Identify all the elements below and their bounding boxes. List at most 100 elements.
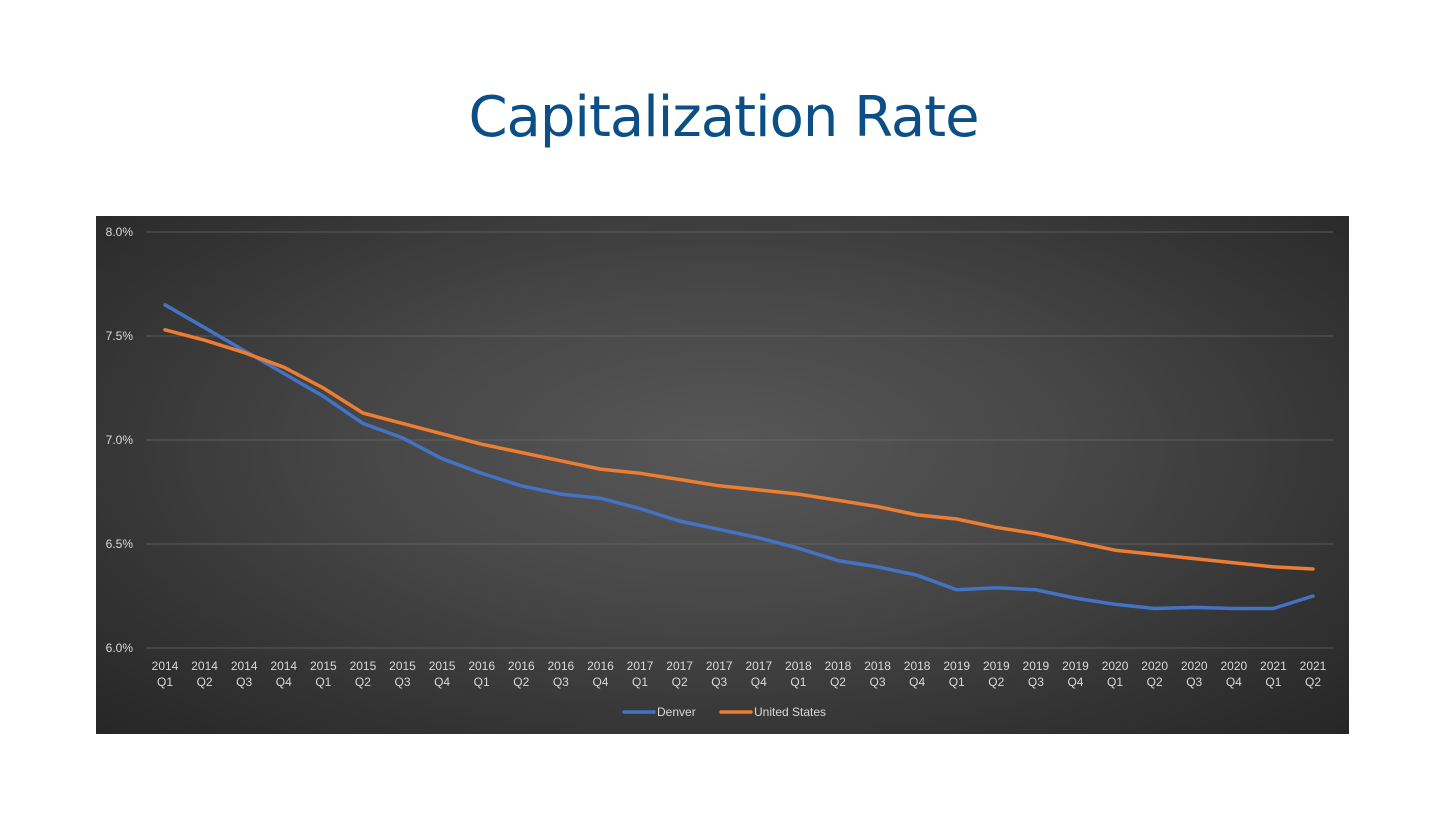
x-tick-year: 2018 (825, 659, 852, 673)
x-tick-quarter: Q1 (474, 675, 490, 689)
x-tick-year: 2018 (904, 659, 931, 673)
x-tick-quarter: Q3 (711, 675, 727, 689)
data-point (876, 505, 879, 508)
data-point (639, 472, 642, 475)
data-point (995, 526, 998, 529)
x-tick-quarter: Q2 (672, 675, 688, 689)
y-axis-ticks: 6.0% 6.5% 7.0% 7.5% 8.0% (106, 225, 134, 655)
data-point (876, 565, 879, 568)
data-point (916, 513, 919, 516)
x-tick-year: 2017 (706, 659, 733, 673)
x-tick-year: 2014 (152, 659, 179, 673)
x-tick-year: 2014 (270, 659, 297, 673)
x-tick-year: 2020 (1181, 659, 1208, 673)
data-point (480, 443, 483, 446)
x-tick-quarter: Q2 (830, 675, 846, 689)
data-point (401, 436, 404, 439)
data-point (757, 488, 760, 491)
data-point (282, 366, 285, 369)
data-point (441, 432, 444, 435)
x-tick-year: 2016 (508, 659, 535, 673)
data-point (1272, 607, 1275, 610)
data-point (1074, 597, 1077, 600)
data-point (718, 484, 721, 487)
x-tick-quarter: Q1 (1107, 675, 1123, 689)
series-line-denver (163, 303, 1315, 611)
x-tick-year: 2017 (627, 659, 654, 673)
x-tick-quarter: Q4 (276, 675, 292, 689)
data-point (1232, 561, 1235, 564)
data-point (203, 326, 206, 329)
x-tick-year: 2019 (943, 659, 970, 673)
x-tick-year: 2019 (1023, 659, 1050, 673)
x-tick-quarter: Q2 (1305, 675, 1321, 689)
series-line-united-states (163, 328, 1315, 571)
x-tick-quarter: Q1 (315, 675, 331, 689)
data-point (1193, 557, 1196, 560)
x-tick-quarter: Q3 (236, 675, 252, 689)
x-tick-quarter: Q2 (513, 675, 529, 689)
x-tick-year: 2016 (587, 659, 614, 673)
legend: Denver United States (622, 705, 826, 719)
data-point (361, 411, 364, 414)
data-point (1312, 595, 1315, 598)
x-tick-quarter: Q4 (751, 675, 767, 689)
legend-label: Denver (657, 705, 696, 719)
data-point (1272, 565, 1275, 568)
line-chart: 6.0% 6.5% 7.0% 7.5% 8.0% 2014 Q1 2014 Q2 2014 Q3 2… (96, 216, 1349, 734)
data-point (836, 559, 839, 562)
data-point (718, 528, 721, 531)
data-point (995, 586, 998, 589)
x-tick-quarter: Q3 (553, 675, 569, 689)
data-point (243, 351, 246, 354)
data-point (480, 472, 483, 475)
data-point (559, 459, 562, 462)
data-point (1074, 540, 1077, 543)
data-point (322, 387, 325, 390)
x-tick-quarter: Q3 (1028, 675, 1044, 689)
x-tick-year: 2018 (785, 659, 812, 673)
gridlines (146, 231, 1333, 649)
data-point (1034, 588, 1037, 591)
data-point (757, 536, 760, 539)
x-tick-quarter: Q4 (909, 675, 925, 689)
x-tick-quarter: Q2 (988, 675, 1004, 689)
data-point (401, 422, 404, 425)
x-tick-year: 2020 (1102, 659, 1129, 673)
data-point (955, 588, 958, 591)
y-tick-label: 6.0% (106, 641, 134, 655)
data-point (559, 493, 562, 496)
x-tick-year: 2017 (666, 659, 693, 673)
data-point (282, 372, 285, 375)
x-tick-quarter: Q1 (1265, 675, 1281, 689)
x-tick-year: 2015 (310, 659, 337, 673)
x-tick-quarter: Q2 (197, 675, 213, 689)
x-tick-year: 2021 (1260, 659, 1287, 673)
x-tick-quarter: Q1 (632, 675, 648, 689)
data-point (678, 478, 681, 481)
data-point (164, 303, 167, 306)
x-tick-year: 2014 (231, 659, 258, 673)
data-point (599, 497, 602, 500)
y-tick-label: 7.5% (106, 329, 134, 343)
x-tick-year: 2019 (983, 659, 1010, 673)
y-tick-label: 7.0% (106, 433, 134, 447)
x-tick-year: 2018 (864, 659, 891, 673)
data-point (1312, 567, 1315, 570)
data-point (639, 507, 642, 510)
data-point (599, 468, 602, 471)
chart-canvas: 6.0%6.5%7.0%7.5%8.0% 2014Q12014Q22014Q32… (106, 225, 1333, 719)
x-tick-quarter: Q4 (592, 675, 608, 689)
x-tick-quarter: Q1 (157, 675, 173, 689)
x-tick-year: 2020 (1141, 659, 1168, 673)
y-tick-label: 8.0% (106, 225, 134, 239)
x-tick-quarter: Q3 (870, 675, 886, 689)
data-point (797, 493, 800, 496)
data-point (203, 339, 206, 342)
data-point (1153, 553, 1156, 556)
data-point (322, 395, 325, 398)
data-point (836, 499, 839, 502)
x-tick-year: 2015 (389, 659, 416, 673)
x-tick-quarter: Q4 (1067, 675, 1083, 689)
x-tick-year: 2021 (1300, 659, 1327, 673)
